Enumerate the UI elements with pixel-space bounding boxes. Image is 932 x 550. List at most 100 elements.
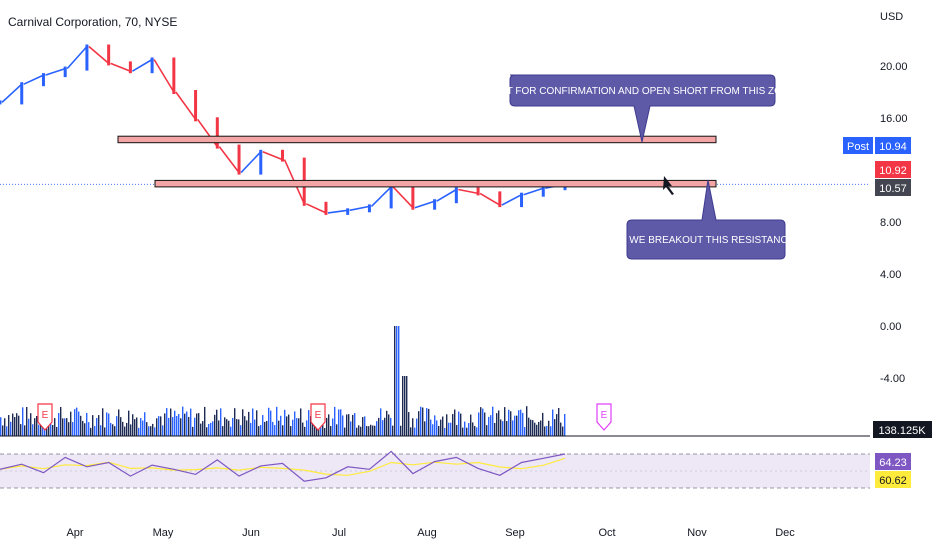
volume-bar bbox=[340, 409, 342, 436]
callout-short-zone-text: WAIT FOR CONFIRMATION AND OPEN SHORT FRO… bbox=[488, 86, 796, 97]
price-candle bbox=[85, 44, 89, 71]
volume-bar bbox=[152, 423, 154, 436]
volume-bar bbox=[264, 421, 266, 436]
price-segment bbox=[523, 187, 544, 196]
price-tag-value: 10.94 bbox=[879, 141, 907, 153]
volume-bar bbox=[26, 406, 28, 436]
volume-bar bbox=[450, 422, 452, 436]
volume-bar bbox=[110, 422, 112, 436]
volume-bar bbox=[6, 426, 8, 436]
volume-bar bbox=[366, 426, 368, 436]
volume-bar bbox=[262, 415, 264, 436]
price-candle bbox=[541, 186, 545, 197]
earnings-marker[interactable]: E bbox=[310, 403, 326, 431]
volume-bar bbox=[88, 422, 90, 436]
volume-bar bbox=[222, 426, 224, 436]
volume-bar bbox=[258, 426, 260, 436]
volume-bar bbox=[296, 418, 298, 436]
volume-bar bbox=[62, 418, 64, 436]
rsi-tag-box bbox=[875, 453, 911, 470]
volume-bar bbox=[12, 413, 14, 436]
volume-bar bbox=[184, 413, 186, 436]
resistance-zone[interactable] bbox=[117, 135, 717, 144]
price-axis[interactable]: 20.00 16.00 8.00 4.00 0.00 -4.00 bbox=[880, 61, 908, 385]
volume-bar bbox=[116, 416, 118, 436]
volume-bar bbox=[188, 416, 190, 436]
volume-bar bbox=[500, 419, 502, 436]
volume-bar bbox=[16, 413, 18, 436]
resistance-zone[interactable] bbox=[154, 179, 717, 188]
volume-bar bbox=[380, 408, 382, 436]
volume-bar bbox=[356, 427, 358, 436]
volume-bar bbox=[476, 427, 478, 436]
callout-breakout[interactable]: IF WE BREAKOUT THIS RESISTANCE bbox=[618, 179, 795, 260]
volume-bar bbox=[508, 409, 510, 436]
cursor-icon bbox=[663, 176, 674, 195]
volume-bar bbox=[434, 415, 436, 436]
volume-bar bbox=[392, 425, 394, 436]
volume-bar bbox=[358, 425, 360, 436]
volume-bar bbox=[112, 424, 114, 436]
volume-bar bbox=[54, 418, 56, 436]
price-segment bbox=[23, 74, 44, 85]
volume-bar bbox=[460, 413, 462, 436]
volume-bar bbox=[28, 418, 30, 436]
volume-bar bbox=[526, 406, 528, 436]
volume-bar bbox=[562, 426, 564, 436]
resistance-zones[interactable] bbox=[117, 135, 717, 188]
volume-bar bbox=[198, 413, 200, 436]
volume-bar bbox=[550, 426, 552, 436]
volume-bar bbox=[440, 419, 442, 436]
volume-bar bbox=[80, 415, 82, 436]
volume-bar bbox=[32, 424, 34, 436]
volume-bar bbox=[100, 425, 102, 436]
volume-bar bbox=[474, 425, 476, 436]
volume-bar bbox=[350, 421, 352, 436]
volume-bar bbox=[424, 421, 426, 436]
callout-short-zone[interactable]: WAIT FOR CONFIRMATION AND OPEN SHORT FRO… bbox=[488, 74, 796, 143]
price-tick-label: 4.00 bbox=[880, 269, 901, 281]
volume-bar bbox=[282, 425, 284, 436]
price-segment bbox=[479, 192, 501, 206]
volume-bar bbox=[394, 326, 396, 436]
price-candle bbox=[0, 100, 2, 105]
volume-bar bbox=[132, 414, 134, 436]
volume-bar bbox=[284, 409, 286, 436]
volume-bar bbox=[528, 417, 530, 436]
volume-bar bbox=[72, 422, 74, 436]
callout-breakout-text: IF WE BREAKOUT THIS RESISTANCE bbox=[618, 235, 795, 246]
earnings-marker[interactable]: E bbox=[37, 403, 53, 431]
price-candle bbox=[324, 201, 328, 215]
volume-bar bbox=[406, 376, 408, 436]
time-axis[interactable]: Apr May Jun Jul Aug Sep Oct Nov Dec bbox=[66, 527, 795, 539]
volume-bar bbox=[260, 425, 262, 436]
price-candle bbox=[498, 191, 502, 208]
price-plot[interactable] bbox=[0, 44, 870, 215]
rsi-ma-line bbox=[0, 457, 566, 476]
price-candle bbox=[237, 144, 241, 175]
price-candle bbox=[128, 61, 132, 74]
volume-bar bbox=[266, 420, 268, 436]
volume-bar bbox=[294, 411, 296, 436]
earnings-marker[interactable]: E bbox=[596, 403, 612, 431]
volume-bar bbox=[506, 421, 508, 436]
volume-bar bbox=[454, 409, 456, 436]
volume-bar bbox=[214, 414, 216, 436]
volume-bar bbox=[142, 420, 144, 436]
price-candle bbox=[389, 184, 393, 209]
volume-bar bbox=[190, 408, 192, 436]
volume-bar bbox=[536, 424, 538, 436]
volume-bar bbox=[414, 427, 416, 436]
volume-bar bbox=[124, 426, 126, 436]
volume-bar bbox=[288, 414, 290, 436]
volume-bar bbox=[342, 415, 344, 436]
volume-bar bbox=[108, 413, 110, 436]
price-tags: Post 10.94 10.92 10.57 138.125K 64.23 60.62 bbox=[843, 137, 932, 488]
earnings-marker-label: E bbox=[601, 410, 608, 421]
volume-bar bbox=[374, 425, 376, 436]
rsi-pane[interactable] bbox=[0, 450, 870, 489]
volume-bar bbox=[130, 424, 132, 436]
volume-bar bbox=[168, 417, 170, 436]
price-tag: 10.92 bbox=[875, 161, 911, 178]
